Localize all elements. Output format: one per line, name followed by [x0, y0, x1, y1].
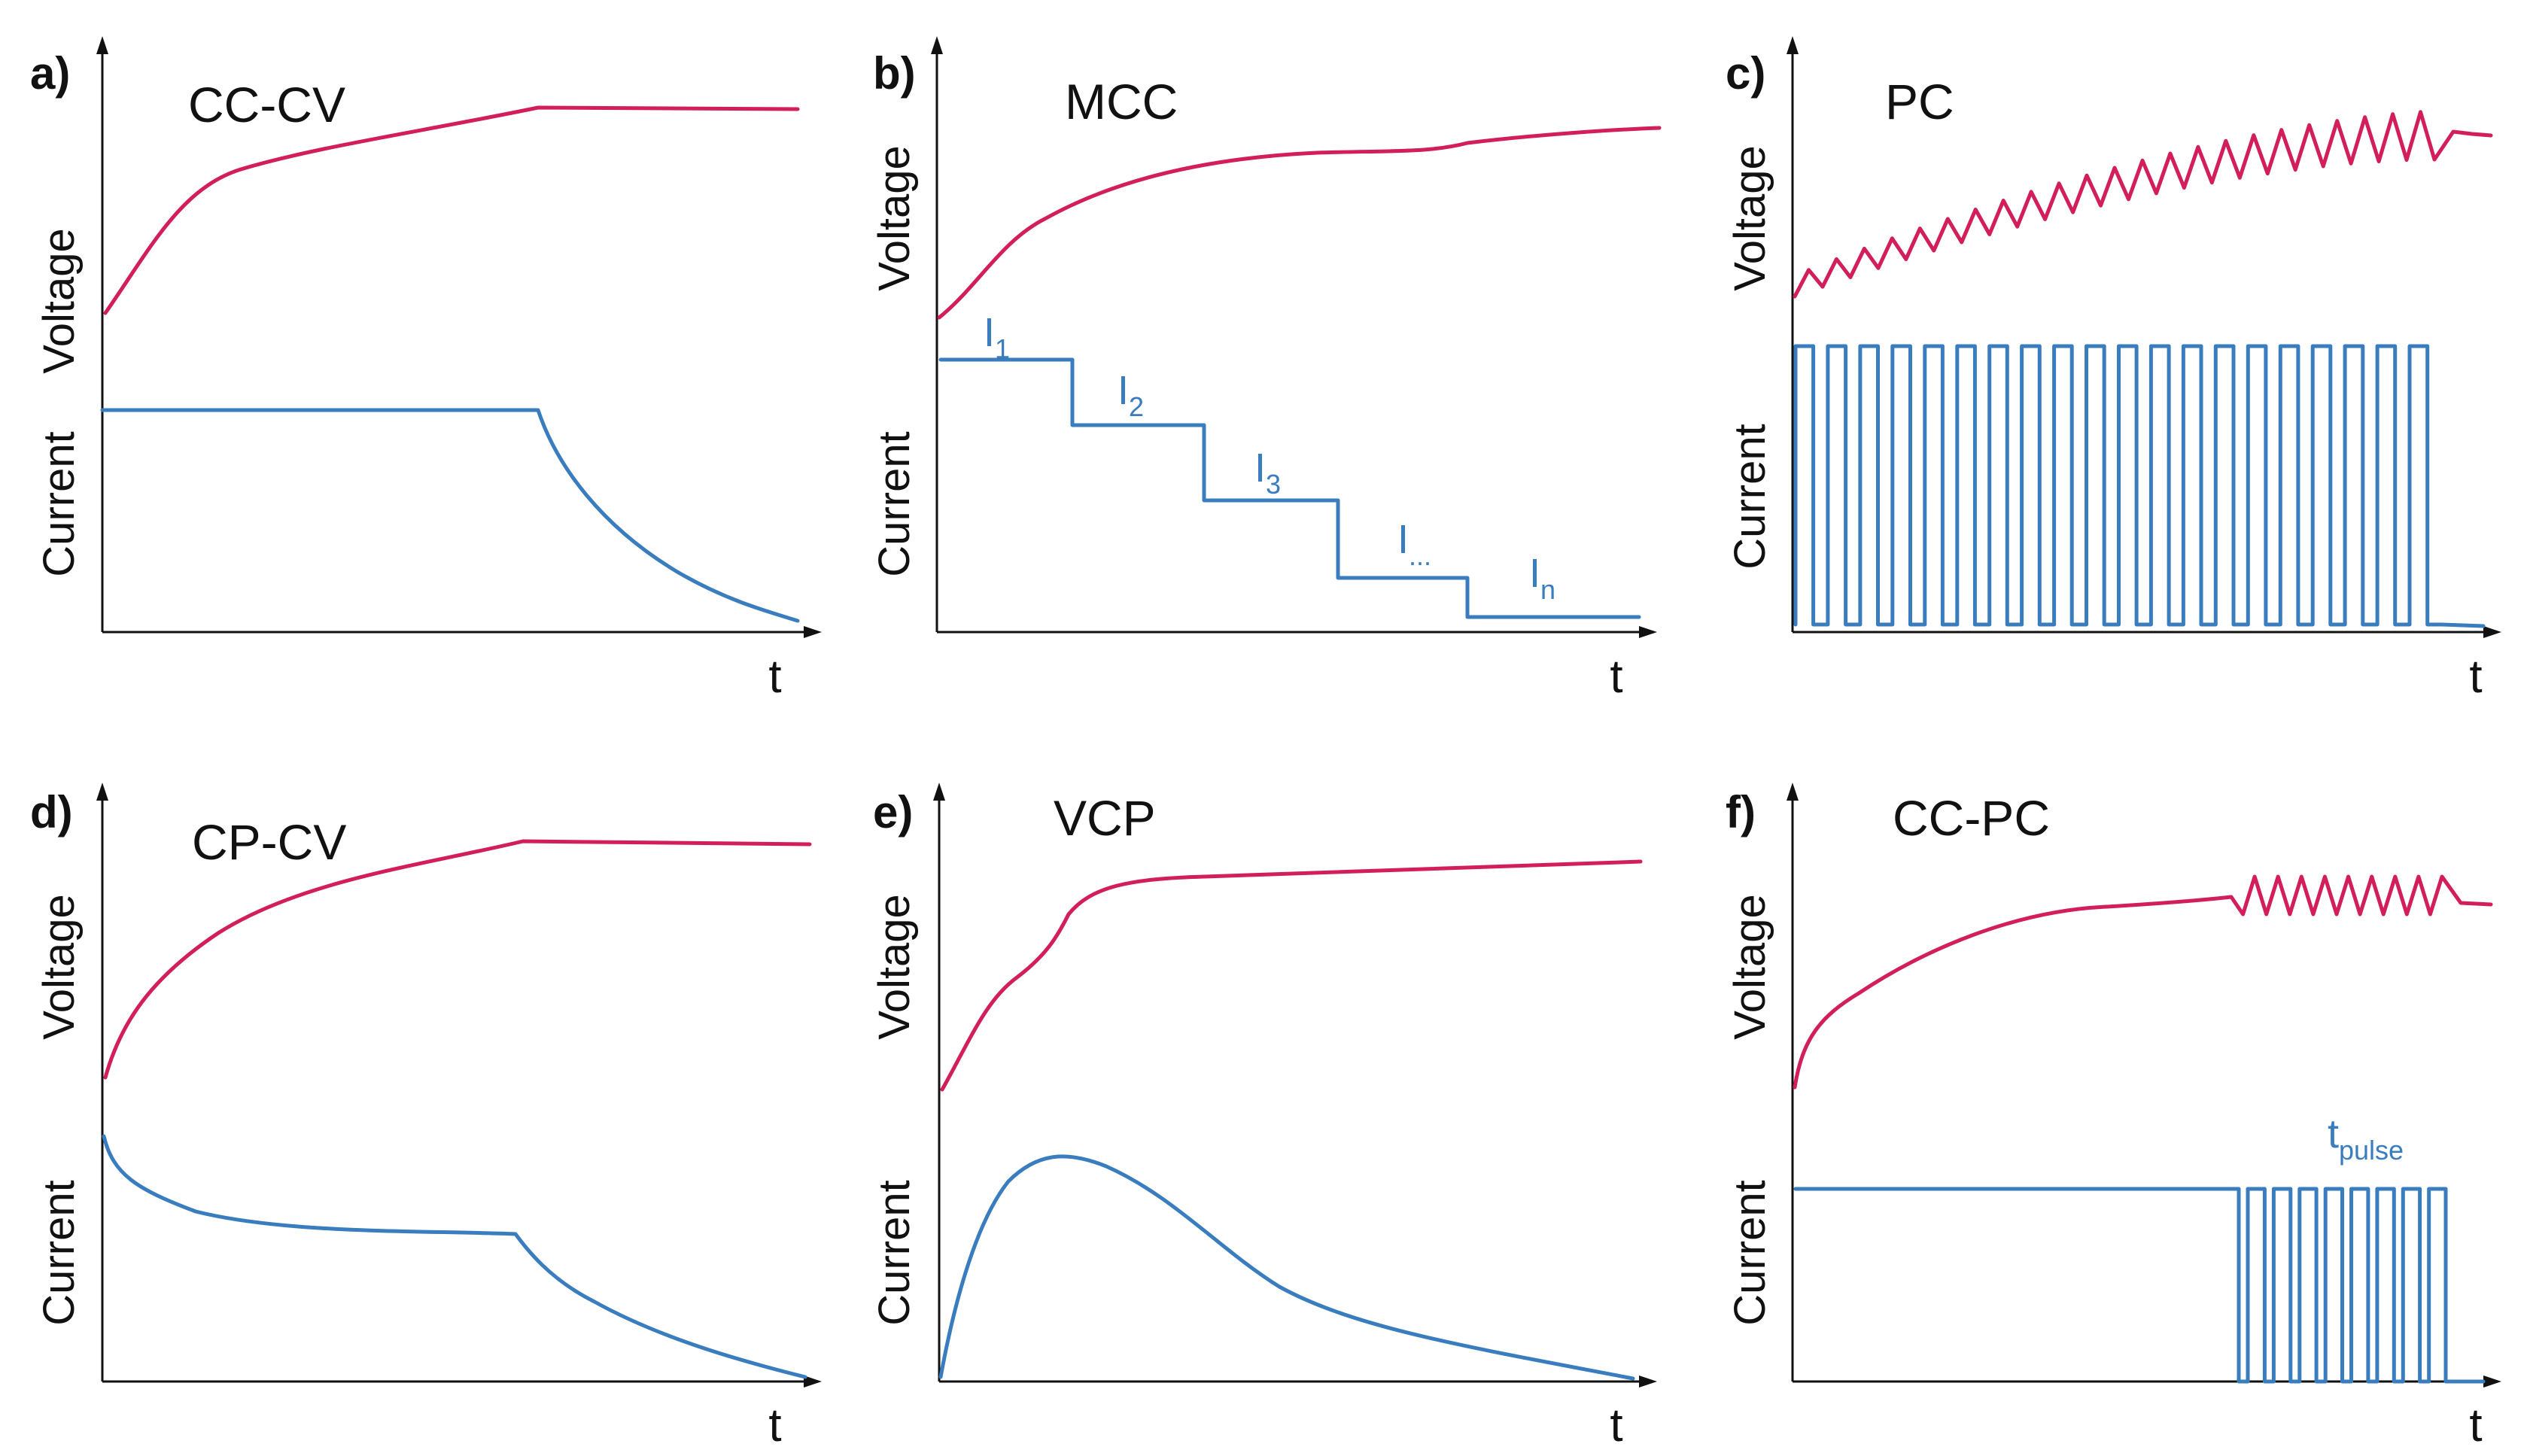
- panel-f-voltage-label: Voltage: [1726, 894, 1774, 1040]
- panel-a-time-label: t: [768, 651, 781, 703]
- panel-e-voltage-curve: [940, 859, 1643, 1092]
- panel-b-title: MCC: [1065, 74, 1178, 129]
- panel-a-current-label: Current: [35, 431, 84, 576]
- panel-d-x-arrow: [804, 1375, 822, 1388]
- panel-e-time-label: t: [1610, 1400, 1622, 1451]
- panel-a-label: a): [30, 48, 70, 99]
- panel-f-time-label: t: [2469, 1400, 2482, 1451]
- panel-e-current-label: Current: [870, 1180, 919, 1325]
- panel-c-label: c): [1726, 48, 1765, 99]
- panel-b-current-label-1: I1: [984, 310, 1010, 364]
- panel-c-current-pulses: [1793, 344, 2486, 628]
- panel-b-current-label-n: In: [1529, 551, 1555, 605]
- panel-d-title: CP-CV: [192, 814, 346, 870]
- panel-a-x-arrow: [804, 626, 822, 638]
- panel-e-voltage-label: Voltage: [870, 894, 919, 1040]
- panel-b-current-label-3: I3: [1254, 445, 1281, 500]
- panel-b-voltage-label: Voltage: [870, 145, 919, 291]
- panel-c: c) PC Voltage Current t: [1726, 36, 2501, 703]
- panel-b-time-label: t: [1610, 651, 1622, 703]
- panel-e-current-curve: [938, 1154, 1635, 1381]
- panel-d-current-label: Current: [35, 1180, 84, 1325]
- panel-e-y-arrow: [933, 783, 945, 801]
- panel-e-x-arrow: [1639, 1375, 1657, 1388]
- panel-d-label: d): [30, 787, 73, 837]
- panel-f-title: CC-PC: [1893, 790, 2050, 846]
- panel-c-y-arrow: [1787, 36, 1799, 54]
- panel-c-time-label: t: [2469, 651, 2482, 703]
- panel-b-x-arrow: [1639, 626, 1657, 638]
- panel-a-voltage-curve: [103, 105, 800, 315]
- panel-d-voltage-curve: [103, 839, 812, 1080]
- panel-b-current-label-ellipsis: I...: [1397, 517, 1431, 571]
- panel-f: f) CC-PC Voltage Current t tpulse: [1726, 783, 2501, 1451]
- panel-a: a) CC-CV Voltage Current t: [30, 36, 822, 703]
- panel-a-current-curve: [100, 408, 800, 623]
- panel-b: b) MCC Voltage Current t I1 I2 I3 I... I…: [870, 36, 1662, 703]
- panel-e-label: e): [873, 787, 913, 837]
- panel-e: e) VCP Voltage Current t: [870, 783, 1657, 1451]
- panel-b-current-label: Current: [870, 431, 919, 576]
- panel-f-voltage-curve: [1793, 874, 2493, 1090]
- panel-f-x-arrow: [2483, 1375, 2501, 1388]
- panel-a-title: CC-CV: [188, 77, 345, 132]
- panel-a-voltage-label: Voltage: [35, 228, 84, 374]
- panel-f-y-arrow: [1787, 783, 1799, 801]
- panel-d-current-curve: [102, 1134, 807, 1379]
- panel-c-title: PC: [1885, 74, 1954, 129]
- panel-d-time-label: t: [768, 1400, 781, 1451]
- panel-f-current-label: Current: [1726, 1180, 1774, 1325]
- panel-d: d) CP-CV Voltage Current t: [30, 783, 822, 1451]
- panel-a-y-arrow: [96, 36, 108, 54]
- panel-d-voltage-label: Voltage: [35, 894, 84, 1040]
- panel-b-label: b): [873, 48, 916, 99]
- panel-f-pulse-label: tpulse: [2328, 1111, 2404, 1166]
- panel-c-voltage-sawtooth: [1793, 110, 2493, 299]
- panel-b-current-steps: [938, 357, 1641, 619]
- panel-d-y-arrow: [96, 783, 108, 801]
- panel-c-voltage-label: Voltage: [1726, 145, 1774, 291]
- panel-f-label: f): [1726, 787, 1756, 837]
- panel-c-x-arrow: [2483, 626, 2501, 638]
- panel-f-current-curve: [1793, 1187, 2486, 1384]
- panel-e-title: VCP: [1054, 790, 1156, 846]
- panel-c-current-label: Current: [1726, 424, 1774, 569]
- panel-b-current-label-2: I2: [1118, 368, 1144, 422]
- panel-b-y-arrow: [931, 36, 943, 54]
- panel-b-voltage-curve: [937, 126, 1662, 320]
